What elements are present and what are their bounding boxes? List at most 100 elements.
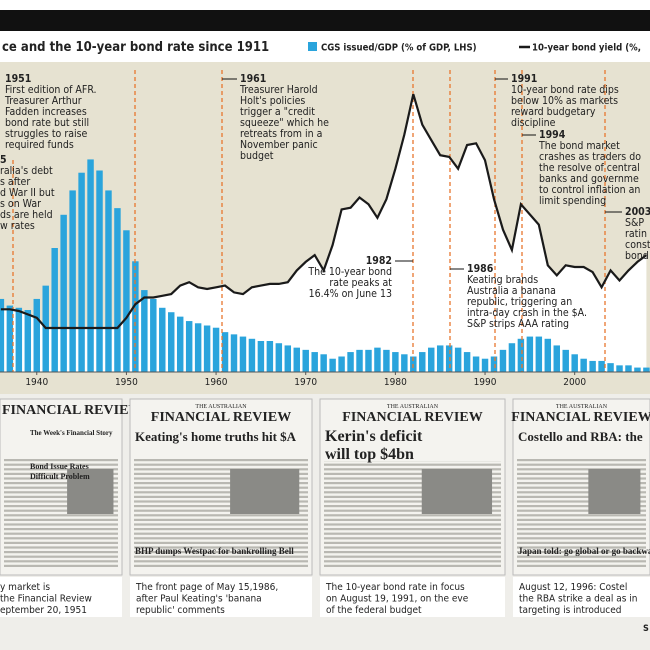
column-text [517,551,646,554]
annotation-year: 5 [0,154,7,166]
column-text [324,551,501,554]
column-text [134,541,308,544]
column-text [134,486,308,489]
caption: the Financial Review [0,594,92,605]
column-text [517,555,646,558]
bar [159,307,166,372]
column-text [324,514,501,517]
column-text [324,555,501,558]
header-strip [0,31,650,62]
column-text [134,459,308,462]
column-text [4,518,118,521]
annotation-text: budget [240,150,274,162]
annotation-text: banks and governme [539,173,639,185]
column-text [4,546,118,549]
column-text [134,505,308,508]
annotation-text: Holt's policies [240,95,305,107]
caption: targeting is introduced [519,605,621,616]
column-text [134,528,308,531]
legend-label: CGS issued/GDP (% of GDP, LHS) [321,43,477,54]
annotation-year: 1982 [366,255,392,267]
annotation-text: First edition of AFR. [5,84,97,96]
caption: August 12, 1996: Costel [519,582,627,593]
bar [535,336,543,372]
annotation-text: republic, triggering an [467,296,572,308]
masthead: FINANCIAL REVIEW [511,410,650,425]
bar [257,341,265,372]
column-text [324,541,501,544]
column-text [324,486,501,489]
column-text [517,532,646,535]
annotation-text: S&P strips AAA rating [467,318,569,330]
annotation-text: ratin [625,228,647,240]
column-text [517,541,646,544]
bar [428,347,435,372]
bar [544,338,552,372]
column-text [517,459,646,462]
source: S [643,624,649,634]
bar [123,230,130,372]
photo [588,469,641,514]
masthead: FINANCIAL REVIEW [342,410,482,425]
column-text [517,546,646,549]
bar [517,338,525,372]
column-text [4,555,118,558]
column-text [324,564,501,567]
annotation-text: below 10% as markets [511,95,618,107]
bar [392,352,399,372]
caption: of the federal budget [326,605,422,616]
bar [87,159,94,372]
annotation-text: w rates [0,220,35,232]
masthead-small: THE AUSTRALIAN [556,404,608,410]
caption-bg [320,577,505,617]
annotation-text: reward budgetary [511,106,596,118]
bar [625,365,632,372]
bar [580,358,587,372]
bar [365,349,372,372]
bar [643,367,650,372]
bar [185,321,193,372]
caption: The 10-year bond rate in focus [325,582,465,593]
caption: eptember 20, 1951 [0,605,87,616]
bar [221,332,229,372]
headline: Keating's home truths hit $A [135,429,297,444]
annotation-text: The bond market [538,140,620,152]
column-text [134,518,308,521]
headline: BHP dumps Westpac for bankrolling Bell [135,546,294,556]
column-text [517,500,646,503]
column-text [324,463,501,466]
column-text [324,477,501,480]
bar [105,190,112,372]
column-text [134,500,308,503]
annotation-text: discipline [511,117,556,129]
column-text [4,486,118,489]
bar [0,298,5,372]
bar [347,352,354,372]
bar [616,365,623,372]
bar [168,312,175,372]
column-text [324,495,501,498]
column-text [324,491,501,494]
bar [356,349,363,372]
annotation-text: to control inflation an [539,184,640,196]
line [0,93,648,330]
bar [463,352,471,372]
annotation-text: required funds [5,139,74,151]
annotation-text: Treasurer Arthur [4,95,82,107]
annotation-year: 1951 [5,73,31,85]
bar [589,360,596,372]
masthead: FINANCIAL REVIEW [2,403,142,418]
column-text [4,541,118,544]
headline: Difficult Problem [30,472,90,481]
bar [96,170,103,372]
caption: the RBA strike a deal as in [519,594,637,605]
bar [634,367,641,372]
column-text [4,523,118,526]
x-tick-label: 1990 [474,377,497,388]
column-text [517,505,646,508]
bar [526,336,534,372]
column-text [4,514,118,517]
column-text [324,509,501,512]
